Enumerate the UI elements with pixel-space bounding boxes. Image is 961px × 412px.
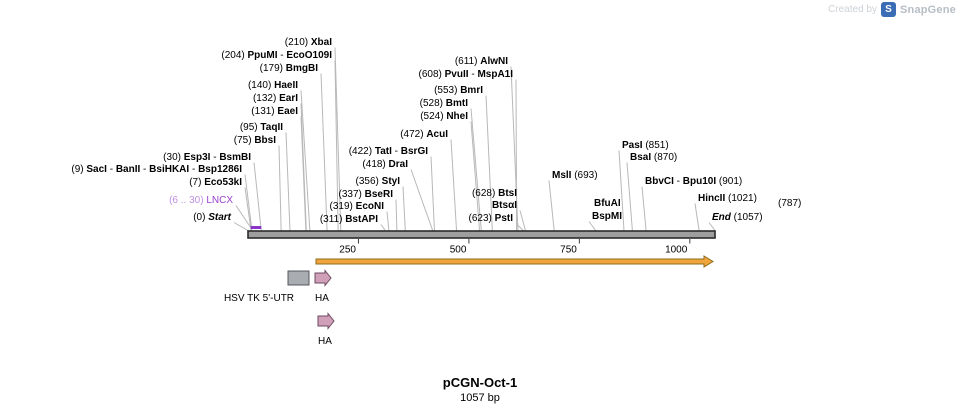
leader-line bbox=[694, 203, 700, 231]
leader-line bbox=[515, 223, 524, 231]
label-bfuai[interactable]: BfuAI bbox=[594, 198, 621, 209]
leader-line bbox=[300, 116, 307, 231]
label-nhei[interactable]: (524) NheI bbox=[420, 111, 468, 122]
label-lncx[interactable]: (6 .. 30) LNCX bbox=[169, 195, 233, 206]
leader-line bbox=[450, 139, 458, 231]
leader-line bbox=[519, 210, 526, 231]
label-start[interactable]: (0) Start bbox=[193, 212, 231, 223]
label-bspmi[interactable]: BspMI bbox=[592, 211, 622, 222]
label-bbvci-bpu10i[interactable]: BbvCI - Bpu10I (901) bbox=[645, 176, 742, 187]
label-haeii[interactable]: (140) HaeII bbox=[248, 80, 298, 91]
ha-tag-2[interactable] bbox=[317, 312, 335, 330]
leader-line bbox=[380, 224, 386, 231]
orf-arrow[interactable] bbox=[315, 255, 714, 268]
ruler-tick-label: 250 bbox=[339, 245, 356, 256]
leader-line bbox=[244, 174, 253, 231]
features: HSV TK 5'-UTR HA HA bbox=[224, 226, 714, 347]
leader-line bbox=[510, 66, 519, 231]
leader-line bbox=[300, 90, 311, 231]
label-drai[interactable]: (418) DraI bbox=[362, 159, 408, 170]
leader-line bbox=[395, 199, 398, 231]
leader-line bbox=[470, 108, 482, 231]
watermark: Created by S SnapGene bbox=[828, 2, 956, 17]
sequence-bar-group bbox=[247, 230, 716, 239]
label-alwni[interactable]: (611) AlwNI bbox=[455, 56, 508, 67]
ruler-tick-label: 500 bbox=[450, 245, 467, 256]
label-styi[interactable]: (356) StyI bbox=[356, 176, 401, 187]
leader-line bbox=[386, 211, 390, 231]
label-acui[interactable]: (472) AcuI bbox=[400, 129, 448, 140]
label-eaei[interactable]: (131) EaeI bbox=[251, 106, 298, 117]
label-btsalphai[interactable]: BtsαI bbox=[492, 200, 517, 211]
leader-line bbox=[334, 47, 342, 231]
sequence-bar[interactable] bbox=[247, 230, 716, 239]
enzyme-labels: (210) XbaI (204) PpuMI - EcoO109I (179) Bm… bbox=[71, 37, 801, 225]
leader-line bbox=[334, 60, 339, 231]
leader-lines bbox=[233, 47, 716, 231]
label-ppumi-ecoo109i[interactable]: (204) PpuMI - EcoO109I bbox=[221, 50, 332, 61]
label-bmri[interactable]: (553) BmrI bbox=[434, 85, 483, 96]
leader-line bbox=[253, 162, 262, 231]
ruler-tick-label: 750 bbox=[560, 245, 577, 256]
leader-line bbox=[485, 95, 493, 231]
plasmid-length: 1057 bp bbox=[460, 392, 500, 404]
label-bfuai-bspmi-pos[interactable]: (787) bbox=[778, 198, 801, 209]
leader-line bbox=[320, 73, 328, 231]
label-bbsi[interactable]: (75) BbsI bbox=[234, 135, 276, 146]
label-hincii[interactable]: HincII (1021) bbox=[698, 193, 757, 204]
label-xbai[interactable]: (210) XbaI bbox=[285, 37, 332, 48]
leader-line bbox=[588, 221, 597, 231]
ruler-tick-label: 1000 bbox=[665, 245, 688, 256]
label-bseri[interactable]: (337) BseRI bbox=[339, 189, 394, 200]
label-saci-banii-bsihkai-bsp1286i[interactable]: (9) SacI - BanII - BsiHKAI - Bsp1286I bbox=[71, 164, 242, 175]
plasmid-title: pCGN-Oct-1 bbox=[443, 375, 517, 390]
ha-tag-2-label[interactable]: HA bbox=[318, 336, 332, 347]
label-bmti[interactable]: (528) BmtI bbox=[420, 98, 469, 109]
label-msli[interactable]: MslI (693) bbox=[552, 170, 598, 181]
label-end[interactable]: End (1057) bbox=[712, 212, 763, 223]
leader-line bbox=[626, 162, 633, 231]
hsv-tk-5utr-box-label[interactable]: HSV TK 5'-UTR bbox=[224, 293, 294, 304]
label-btsi[interactable]: (628) BtsI bbox=[472, 188, 517, 199]
leader-line bbox=[278, 145, 282, 231]
label-esp3i-bsmbi[interactable]: (30) Esp3I - BsmBI bbox=[163, 152, 251, 163]
leader-line bbox=[470, 121, 481, 231]
ruler: 250 500 750 1000 bbox=[339, 239, 691, 256]
snapgene-brand-text: SnapGene bbox=[899, 3, 956, 16]
leader-line bbox=[548, 180, 555, 231]
snapgene-logo-icon: S bbox=[880, 2, 896, 17]
ha-tag-1[interactable] bbox=[314, 269, 332, 287]
leader-line bbox=[402, 186, 406, 231]
created-by-text: Created by bbox=[828, 4, 877, 15]
label-eari[interactable]: (132) EarI bbox=[253, 93, 298, 104]
label-psti[interactable]: (623) PstI bbox=[469, 213, 514, 224]
label-pvuii-mspa1i[interactable]: (608) PvuII - MspA1I bbox=[419, 69, 514, 80]
label-bsai[interactable]: BsaI (870) bbox=[630, 152, 677, 163]
leader-line bbox=[410, 169, 434, 231]
hsv-tk-5utr-box[interactable] bbox=[287, 270, 310, 286]
leader-line bbox=[641, 186, 647, 231]
label-taqii[interactable]: (95) TaqII bbox=[240, 122, 283, 133]
leader-line bbox=[233, 222, 249, 231]
label-bmgbi[interactable]: (179) BmgBI bbox=[260, 63, 319, 74]
ha-tag-1-label[interactable]: HA bbox=[315, 293, 329, 304]
leader-line bbox=[430, 156, 435, 231]
leader-line bbox=[244, 187, 252, 231]
leader-line bbox=[285, 132, 291, 231]
label-pasi[interactable]: PasI (851) bbox=[622, 140, 669, 151]
label-eco53ki[interactable]: (7) Eco53kI bbox=[189, 177, 242, 188]
label-bstapi[interactable]: (311) BstAPI bbox=[320, 214, 378, 225]
leader-line bbox=[618, 150, 625, 231]
leader-line bbox=[708, 222, 716, 231]
label-econi[interactable]: (319) EcoNI bbox=[330, 201, 385, 212]
label-tati-bsrgi[interactable]: (422) TatI - BsrGI bbox=[349, 146, 429, 157]
leader-line bbox=[235, 205, 252, 228]
